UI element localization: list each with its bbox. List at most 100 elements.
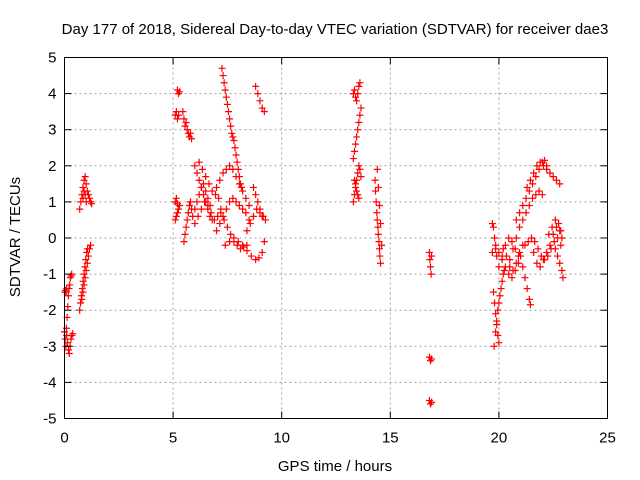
data-point [230,137,238,145]
data-point [64,303,72,311]
data-point [179,108,187,116]
data-point [489,288,497,296]
data-point [354,90,362,98]
data-point [427,270,435,278]
data-point [243,247,251,255]
data-point [375,238,383,246]
data-point [258,248,266,256]
data-point [201,198,209,206]
data-point [521,274,529,282]
data-point [204,202,212,210]
data-point [216,220,224,228]
data-point [219,72,227,80]
data-point [81,173,89,181]
data-point [532,191,540,199]
data-point [356,165,364,173]
data-point [252,256,260,264]
data-point [258,104,266,112]
data-point [77,299,85,307]
data-point [376,252,384,260]
data-point [213,227,221,235]
data-point [425,248,433,256]
data-point [557,227,565,235]
data-point [495,263,503,271]
data-point [536,263,544,271]
data-point [226,115,234,123]
data-point [67,272,75,280]
data-point [373,165,381,173]
data-point [527,234,535,242]
y-tick-label: -5 [43,411,56,428]
data-point [260,238,268,246]
data-point [256,97,264,105]
data-point [525,295,533,303]
data-point [533,259,541,267]
data-point [506,263,514,271]
data-point [494,331,502,339]
data-point [197,183,205,191]
data-point [509,245,517,253]
data-point [426,256,434,264]
y-tick-label: 3 [48,122,56,139]
data-point [375,202,383,210]
data-point [255,254,263,262]
data-point [512,259,520,267]
data-point [243,227,251,235]
data-point [546,169,554,177]
data-point [68,331,76,339]
data-point [82,266,90,274]
data-point [426,357,434,365]
data-point [488,220,496,228]
data-point [239,205,247,213]
data-point [552,176,560,184]
data-point [508,238,516,246]
data-point [224,108,232,116]
grid-lines [64,57,608,419]
data-point [191,220,199,228]
data-point [555,220,563,228]
data-point [234,238,242,246]
data-point [172,212,180,220]
data-point [352,93,360,101]
chart-title: Day 177 of 2018, Sidereal Day-to-day VTE… [62,21,609,38]
data-point [353,97,361,105]
data-point [197,205,205,213]
data-point [202,187,210,195]
data-point [221,86,229,94]
data-point [198,165,206,173]
data-point [517,252,525,260]
data-point [426,263,434,271]
data-point [254,90,262,98]
data-point [506,256,514,264]
data-point [500,266,508,274]
data-point [512,216,520,224]
data-point [65,350,73,358]
data-point [206,212,214,220]
data-point [493,317,501,325]
data-point [247,252,255,260]
data-point [538,191,546,199]
data-point [355,162,363,170]
data-point [550,238,558,246]
data-point [261,216,269,224]
data-point [246,220,254,228]
data-point [350,176,358,184]
y-tick-label: 1 [48,194,56,211]
x-tick-label: 5 [169,430,177,447]
data-point [516,248,524,256]
data-point [82,256,90,264]
data-point [525,202,533,210]
data-point [523,285,531,293]
y-tick-label: 4 [48,86,56,103]
data-point [229,165,237,173]
data-point [186,129,194,137]
data-point [84,252,92,260]
data-point [183,126,191,134]
data-point [202,173,210,181]
data-point [523,183,531,191]
data-point [536,158,544,166]
data-point [210,216,218,224]
data-point [226,238,234,246]
data-point [495,248,503,256]
data-point [559,274,567,282]
